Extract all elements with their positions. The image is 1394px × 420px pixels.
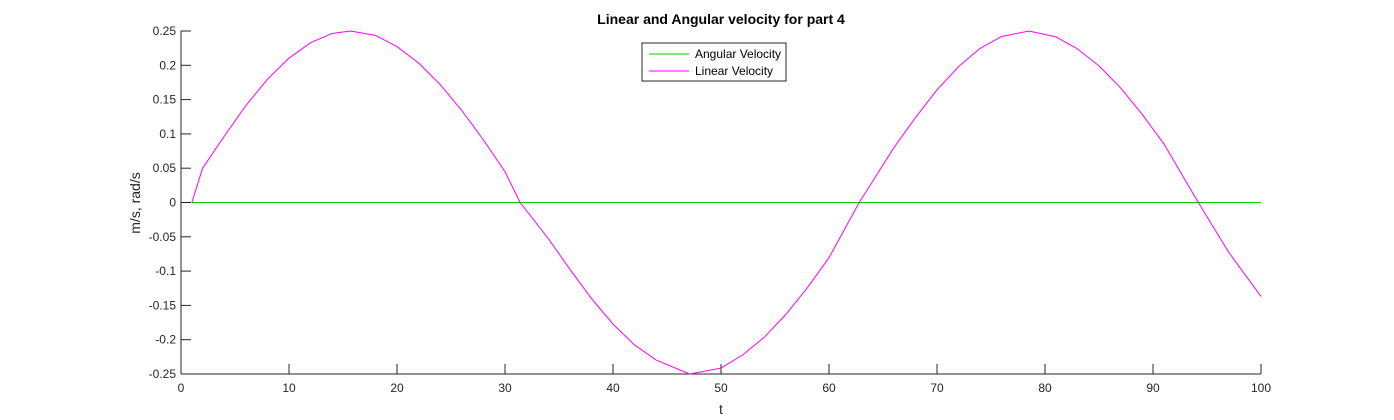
chart-title: Linear and Angular velocity for part 4 xyxy=(597,11,845,27)
x-tick-label: 100 xyxy=(1251,381,1271,395)
x-tick-label: 40 xyxy=(606,381,620,395)
x-tick-label: 80 xyxy=(1038,381,1052,395)
x-tick-label: 0 xyxy=(178,381,185,395)
y-tick-label: -0.2 xyxy=(155,333,176,347)
legend-entry-label: Linear Velocity xyxy=(695,64,773,78)
plot-area: 0 10 20 30 40 50 60 70 80 90 100 -0.25 -0.2 -0.15 -0.1… xyxy=(149,24,1272,395)
x-tick-label: 10 xyxy=(282,381,296,395)
y-tick-label: 0.15 xyxy=(153,93,177,107)
y-tick-label: -0.1 xyxy=(155,264,176,278)
y-tick-label: -0.25 xyxy=(149,367,177,381)
y-tick-label: 0 xyxy=(169,196,176,210)
series-line-linear-velocity xyxy=(191,30,1262,375)
y-axis-label: m/s, rad/s xyxy=(127,172,143,233)
y-tick-label: -0.15 xyxy=(149,298,177,312)
y-tick-label: 0.2 xyxy=(159,58,176,72)
legend-entry-label: Angular Velocity xyxy=(695,47,781,61)
x-tick-label: 20 xyxy=(390,381,404,395)
y-tick-label: 0.1 xyxy=(159,127,176,141)
y-tick-label: 0.05 xyxy=(153,161,177,175)
x-tick-label: 50 xyxy=(714,381,728,395)
y-tick-label: -0.05 xyxy=(149,230,177,244)
x-tick-label: 30 xyxy=(498,381,512,395)
x-tick-label: 90 xyxy=(1146,381,1160,395)
x-axis-label: t xyxy=(719,401,723,417)
legend: Angular Velocity Linear Velocity xyxy=(641,42,787,82)
y-tick-label: 0.25 xyxy=(153,24,177,38)
x-tick-label: 70 xyxy=(930,381,944,395)
legend-box xyxy=(641,42,787,82)
x-tick-label: 60 xyxy=(822,381,836,395)
